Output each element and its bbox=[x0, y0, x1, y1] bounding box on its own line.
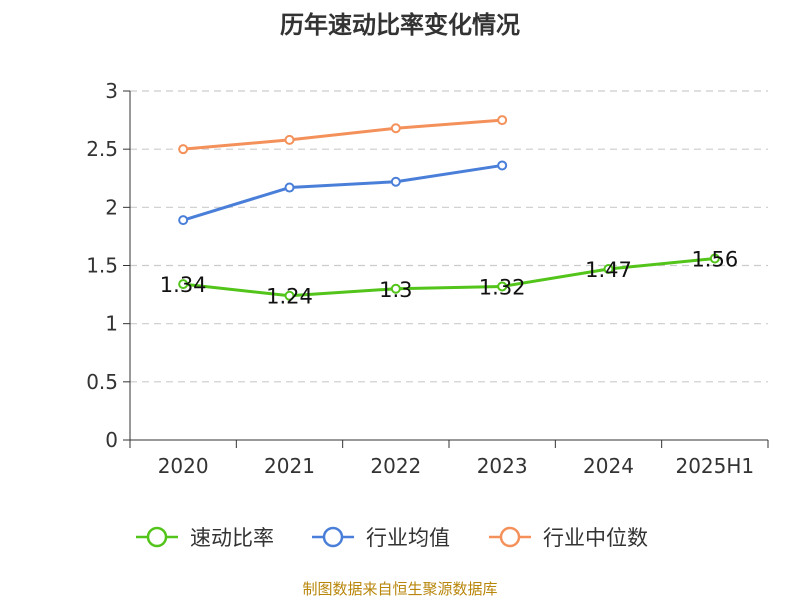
series-line bbox=[183, 257, 715, 298]
legend-label: 行业中位数 bbox=[543, 526, 648, 550]
data-labels: 1.34 1.24 1.3 1.32 1.47 1.56 bbox=[160, 248, 738, 309]
legend-marker-icon bbox=[146, 526, 168, 548]
y-tick-label: 2 bbox=[105, 195, 118, 219]
legend-marker-icon bbox=[322, 526, 344, 548]
data-point[interactable] bbox=[178, 215, 189, 226]
data-point[interactable] bbox=[284, 134, 295, 145]
data-label: 1.3 bbox=[379, 278, 412, 302]
legend-marker-icon bbox=[499, 526, 521, 548]
source-note: 制图数据来自恒生聚源数据库 bbox=[302, 580, 498, 598]
y-tick-label: 1.5 bbox=[86, 254, 118, 278]
data-point[interactable] bbox=[390, 176, 401, 187]
x-tick-label: 2023 bbox=[477, 454, 528, 478]
data-label: 1.47 bbox=[585, 258, 632, 282]
x-tick-label: 2020 bbox=[158, 454, 209, 478]
grid-lines bbox=[130, 90, 768, 383]
y-tick-label: 2.5 bbox=[86, 137, 118, 161]
data-label: 1.56 bbox=[691, 248, 738, 272]
x-tick-label: 2025H1 bbox=[675, 454, 754, 478]
series-line bbox=[183, 118, 503, 151]
x-tick-label: 2021 bbox=[264, 454, 315, 478]
chart-title: 历年速动比率变化情况 bbox=[280, 11, 520, 39]
data-point[interactable] bbox=[603, 263, 614, 274]
legend-item[interactable]: 行业均值 bbox=[312, 526, 450, 550]
series-line bbox=[182, 163, 503, 222]
y-tick-label: 0.5 bbox=[86, 370, 118, 394]
data-label: 1.24 bbox=[266, 285, 313, 309]
data-point[interactable] bbox=[497, 115, 508, 126]
x-tick-label: 2024 bbox=[583, 454, 634, 478]
data-point[interactable] bbox=[284, 182, 295, 193]
data-point[interactable] bbox=[284, 290, 295, 301]
y-tick-label: 0 bbox=[105, 428, 118, 452]
legend-label: 行业均值 bbox=[366, 526, 450, 550]
y-tick-label: 3 bbox=[105, 79, 118, 103]
series-lines bbox=[178, 115, 720, 301]
data-point[interactable] bbox=[178, 279, 189, 290]
data-point[interactable] bbox=[709, 253, 720, 264]
legend[interactable]: 速动比率 行业均值 行业中位数 bbox=[136, 526, 648, 550]
data-point[interactable] bbox=[390, 283, 401, 294]
data-label: 1.32 bbox=[479, 275, 526, 299]
data-label: 1.34 bbox=[160, 273, 207, 297]
data-point[interactable] bbox=[497, 281, 508, 292]
legend-label: 速动比率 bbox=[190, 526, 274, 550]
axes: 0 0.5 1 1.5 2 2.5 3 2020 2021 2022 2023 2024 2025H1 bbox=[86, 79, 769, 478]
y-tick-label: 1 bbox=[105, 312, 118, 336]
data-point[interactable] bbox=[390, 123, 401, 134]
x-tick-label: 2022 bbox=[370, 454, 421, 478]
legend-item[interactable]: 速动比率 bbox=[136, 526, 274, 550]
data-point[interactable] bbox=[497, 160, 508, 171]
legend-item[interactable]: 行业中位数 bbox=[489, 526, 648, 550]
data-point[interactable] bbox=[178, 144, 189, 155]
